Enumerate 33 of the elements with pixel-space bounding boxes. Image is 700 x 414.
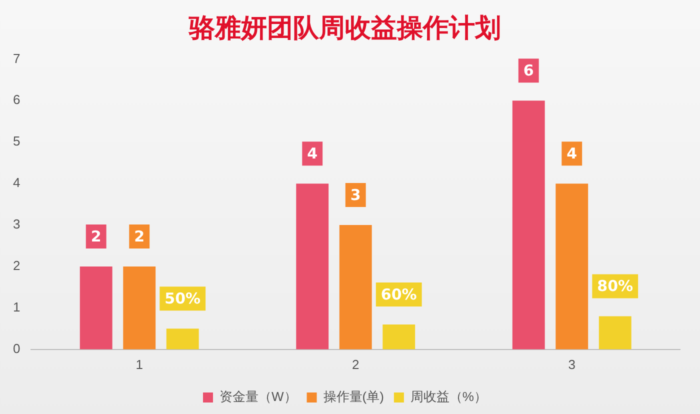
data-label: 2 — [134, 227, 145, 246]
data-label: 6 — [523, 62, 534, 80]
legend-label: 资金量（W） — [220, 389, 297, 404]
y-tick-label: 7 — [12, 50, 20, 66]
bar — [339, 225, 372, 350]
y-tick-label: 6 — [12, 92, 20, 108]
data-label: 4 — [566, 144, 578, 162]
y-tick-label: 1 — [12, 300, 20, 315]
x-tick-label: 2 — [352, 356, 360, 372]
y-tick-label: 4 — [12, 175, 20, 190]
bar — [80, 266, 112, 350]
data-label: 4 — [307, 144, 318, 162]
bar — [166, 328, 199, 350]
chart-title: 骆雅妍团队周收益操作计划 — [188, 13, 501, 44]
bar — [382, 324, 416, 350]
data-label: 50% — [164, 290, 201, 308]
y-tick-label: 5 — [12, 134, 20, 149]
bar — [123, 266, 156, 350]
bar — [556, 184, 588, 350]
data-label: 60% — [380, 285, 417, 304]
x-tick-label: 3 — [568, 356, 576, 372]
legend-label: 周收益（%） — [410, 389, 487, 404]
data-label: 3 — [350, 186, 361, 204]
data-label: 2 — [90, 227, 102, 246]
y-tick-label: 0 — [12, 340, 20, 356]
y-tick-label: 2 — [12, 258, 20, 274]
bar — [296, 184, 329, 350]
x-tick-label: 1 — [136, 356, 143, 372]
legend-label: 操作量(单) — [323, 389, 384, 404]
y-tick-label: 3 — [12, 216, 20, 232]
bar — [598, 316, 632, 350]
data-label: 80% — [597, 277, 634, 296]
bar — [512, 100, 545, 350]
